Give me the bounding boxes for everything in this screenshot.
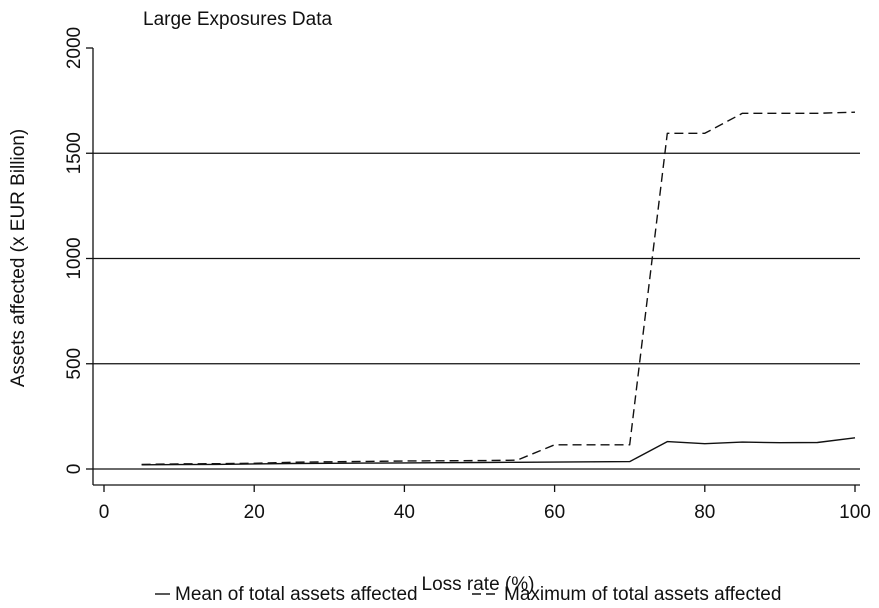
y-tick-label-0: 0 [64, 464, 85, 475]
x-tick-label-20: 20 [244, 502, 265, 523]
legend-label-mean: Mean of total assets affected [175, 584, 418, 605]
chart-title: Large Exposures Data [143, 9, 332, 30]
x-tick-label-100: 100 [839, 502, 871, 523]
x-tick-label-80: 80 [694, 502, 715, 523]
gridlines [93, 152, 860, 470]
x-tick-label-0: 0 [99, 502, 110, 523]
x-axis-label: Loss rate (%) [422, 574, 535, 595]
y-axis-ticks: 0 500 1000 1500 2000 [64, 27, 93, 474]
y-tick-label-1000: 1000 [64, 237, 85, 279]
series-line-maximum [141, 111, 856, 466]
legend: Mean of total assets affected Maximum of … [155, 584, 781, 605]
legend-label-maximum: Maximum of total assets affected [504, 584, 781, 605]
y-tick-label-2000: 2000 [64, 27, 85, 69]
x-tick-label-60: 60 [544, 502, 565, 523]
series-lines [141, 111, 856, 466]
x-tick-label-40: 40 [394, 502, 415, 523]
y-tick-label-500: 500 [64, 348, 85, 380]
y-axis-label: Assets affected (x EUR Billion) [8, 129, 29, 387]
x-axis-ticks: 0 20 40 60 80 100 [99, 485, 871, 523]
axes [92, 48, 860, 486]
y-tick-label-1500: 1500 [64, 132, 85, 174]
